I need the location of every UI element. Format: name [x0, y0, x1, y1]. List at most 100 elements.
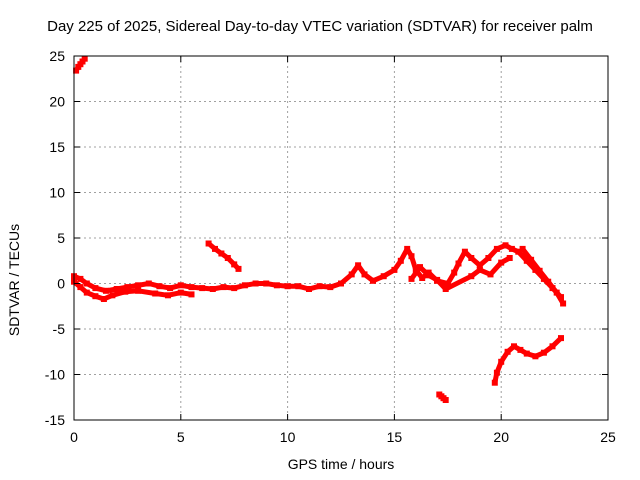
data-point	[498, 358, 505, 365]
data-point	[540, 349, 547, 356]
data-point	[252, 280, 259, 287]
data-point	[73, 67, 80, 74]
data-point	[83, 280, 90, 287]
data-point	[177, 282, 184, 289]
data-point	[476, 262, 483, 269]
x-tick-label: 10	[280, 429, 296, 445]
data-point	[122, 288, 129, 295]
data-point	[461, 248, 468, 255]
data-point	[124, 284, 131, 291]
data-point	[528, 256, 535, 263]
data-point	[355, 262, 362, 269]
data-point	[468, 255, 475, 261]
x-tick-label: 15	[387, 429, 403, 445]
data-point	[348, 271, 355, 278]
data-point	[77, 275, 84, 282]
data-point	[468, 273, 475, 280]
data-point	[515, 248, 522, 255]
data-point	[536, 267, 543, 274]
data-point	[338, 280, 344, 287]
data-point	[231, 261, 238, 268]
data-point	[92, 293, 99, 300]
y-tick-label: 10	[49, 185, 65, 201]
data-point	[451, 269, 458, 276]
data-point	[263, 280, 270, 287]
x-axis-label: GPS time / hours	[287, 456, 395, 472]
grid-lines	[74, 56, 608, 420]
data-point	[83, 289, 90, 296]
data-point	[231, 285, 238, 292]
data-point	[502, 242, 509, 249]
data-point	[391, 266, 398, 273]
data-point	[425, 272, 432, 279]
data-point	[498, 259, 505, 266]
x-tick-label: 0	[70, 429, 78, 445]
data-point	[135, 287, 142, 294]
data-point	[103, 287, 109, 294]
axis-ticks: 0 5 10 15 20 25 -15 -10 -5 0 5 10 15 20 25	[45, 48, 616, 445]
data-point	[442, 397, 449, 403]
data-point	[560, 300, 567, 307]
data-point	[295, 283, 302, 290]
data-point	[316, 283, 323, 290]
y-tick-label: -15	[45, 412, 65, 428]
data-point	[100, 296, 107, 302]
data-point	[77, 284, 84, 291]
data-point	[109, 292, 116, 299]
x-tick-label: 5	[177, 429, 185, 445]
data-point	[397, 257, 404, 264]
data-point	[212, 245, 218, 252]
data-point	[92, 285, 99, 292]
y-axis-label: SDTVAR / TECUs	[6, 223, 22, 337]
data-point	[380, 273, 387, 280]
data-point	[81, 55, 88, 62]
data-point	[549, 343, 556, 350]
data-point	[167, 285, 174, 292]
data-point	[493, 245, 500, 252]
data-point	[224, 255, 231, 261]
data-point	[177, 289, 184, 296]
data-point	[504, 348, 511, 355]
data-point	[523, 257, 530, 264]
data-point	[491, 379, 498, 386]
data-point	[444, 280, 451, 287]
data-point	[442, 286, 449, 292]
y-tick-label: -10	[45, 367, 65, 383]
data-point	[404, 245, 411, 252]
data-point	[135, 282, 142, 289]
data-point	[370, 277, 376, 284]
data-point	[156, 283, 163, 290]
data-point	[284, 283, 291, 290]
data-point	[523, 350, 530, 357]
data-point	[476, 266, 483, 273]
data-point	[519, 245, 526, 252]
data-point	[493, 369, 500, 376]
y-tick-label: 0	[57, 276, 65, 292]
data-point	[417, 264, 423, 271]
data-point	[327, 284, 334, 291]
data-point	[508, 245, 515, 252]
data-point	[517, 346, 524, 353]
data-point	[506, 255, 513, 261]
data-point	[306, 286, 312, 292]
data-point	[545, 278, 552, 285]
data-point	[485, 255, 492, 261]
x-tick-label: 25	[600, 429, 616, 445]
y-tick-label: 25	[49, 48, 65, 64]
data-points	[71, 55, 567, 403]
data-point	[241, 282, 248, 289]
data-point	[209, 286, 216, 292]
data-point	[487, 271, 494, 278]
data-point	[273, 282, 280, 289]
data-point	[455, 260, 462, 267]
data-point	[205, 240, 212, 247]
data-point	[408, 275, 415, 282]
data-point	[532, 353, 539, 360]
data-point	[218, 250, 225, 257]
y-tick-label: 15	[49, 139, 65, 155]
y-tick-label: 20	[49, 94, 65, 110]
data-point	[220, 284, 227, 291]
data-point	[188, 291, 195, 298]
data-point	[113, 286, 120, 292]
